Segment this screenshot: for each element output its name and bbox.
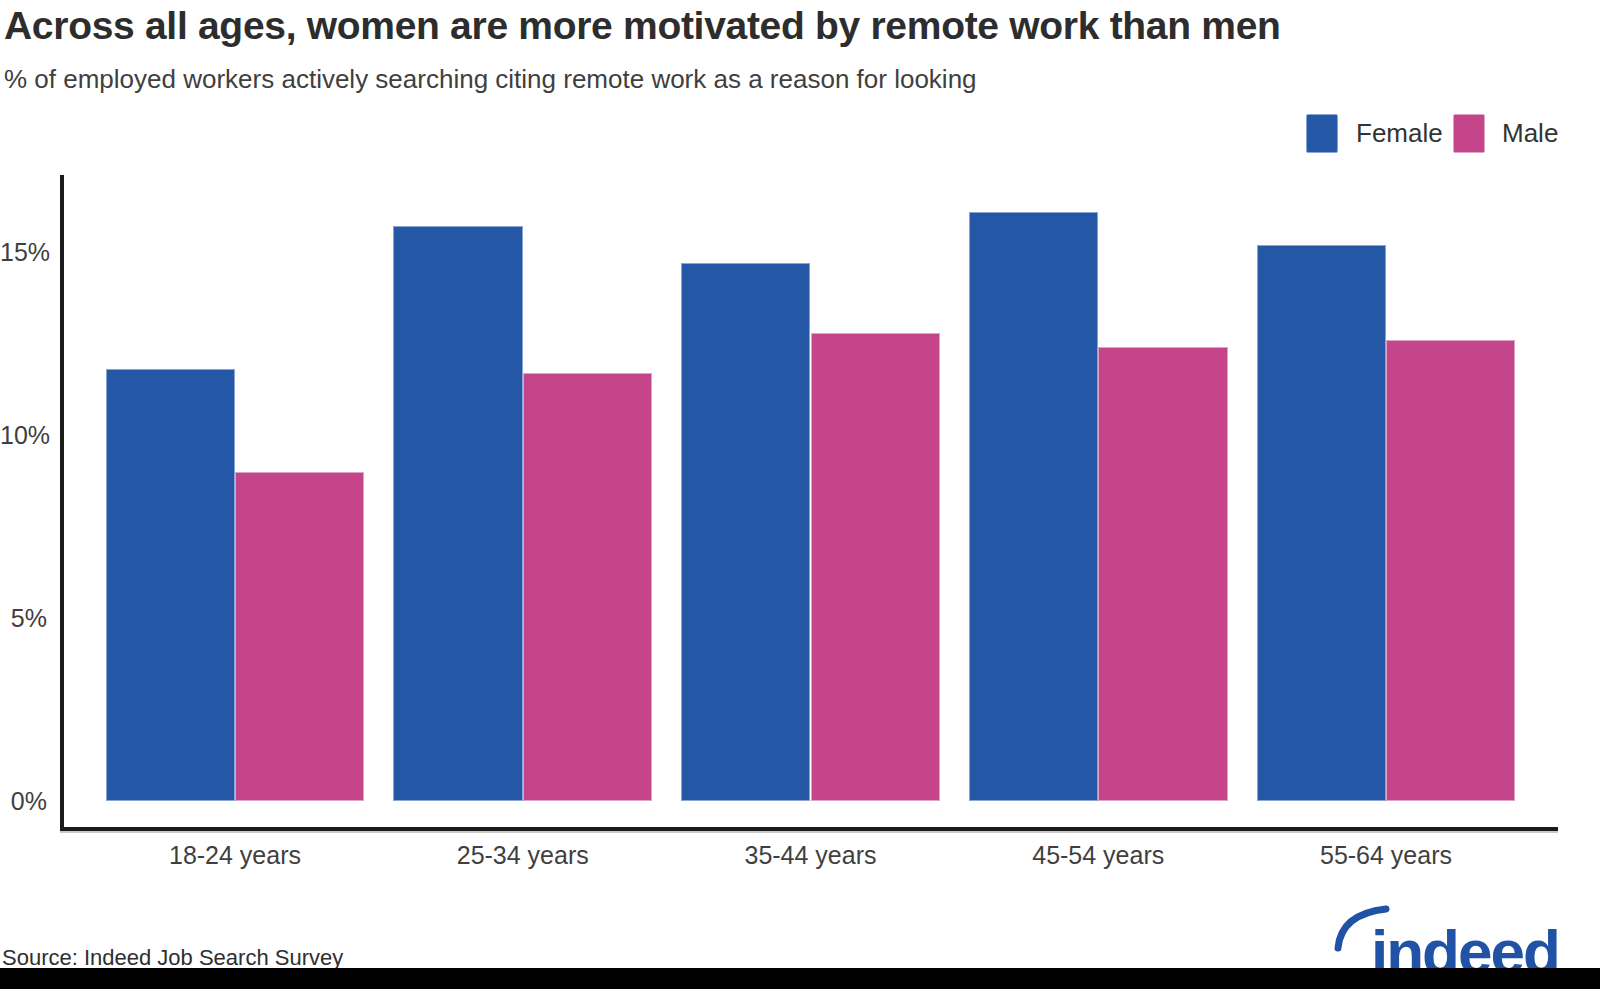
x-axis-line [60, 827, 1558, 833]
x-label-18-24-years: 18-24 years [115, 840, 355, 870]
legend-swatch-male [1453, 114, 1485, 153]
x-label-25-34-years: 25-34 years [403, 840, 643, 870]
bar-female-55-64-years [1257, 245, 1386, 801]
bar-female-45-54-years [969, 212, 1098, 801]
legend-label-female: Female [1356, 119, 1443, 147]
bar-male-18-24-years [235, 472, 364, 801]
bar-female-25-34-years [393, 226, 522, 801]
bar-male-55-64-years [1386, 340, 1515, 801]
y-tick-10: 10% [0, 420, 47, 450]
y-tick-0: 0% [0, 786, 47, 816]
x-label-55-64-years: 55-64 years [1266, 840, 1506, 870]
bar-female-35-44-years [681, 263, 810, 801]
chart-subtitle: % of employed workers actively searching… [4, 64, 977, 95]
bar-male-25-34-years [523, 373, 652, 801]
y-tick-15: 15% [0, 237, 47, 267]
y-axis-line [60, 175, 64, 832]
x-label-35-44-years: 35-44 years [691, 840, 931, 870]
bar-male-45-54-years [1098, 347, 1227, 801]
legend-label-male: Male [1502, 119, 1558, 147]
x-label-45-54-years: 45-54 years [978, 840, 1218, 870]
bar-female-18-24-years [106, 369, 235, 801]
legend-swatch-female [1306, 114, 1338, 153]
bar-male-35-44-years [811, 333, 940, 801]
chart-title: Across all ages, women are more motivate… [4, 4, 1281, 48]
bottom-black-strip [0, 968, 1600, 989]
chart-page: Across all ages, women are more motivate… [0, 0, 1600, 989]
y-tick-5: 5% [0, 603, 47, 633]
